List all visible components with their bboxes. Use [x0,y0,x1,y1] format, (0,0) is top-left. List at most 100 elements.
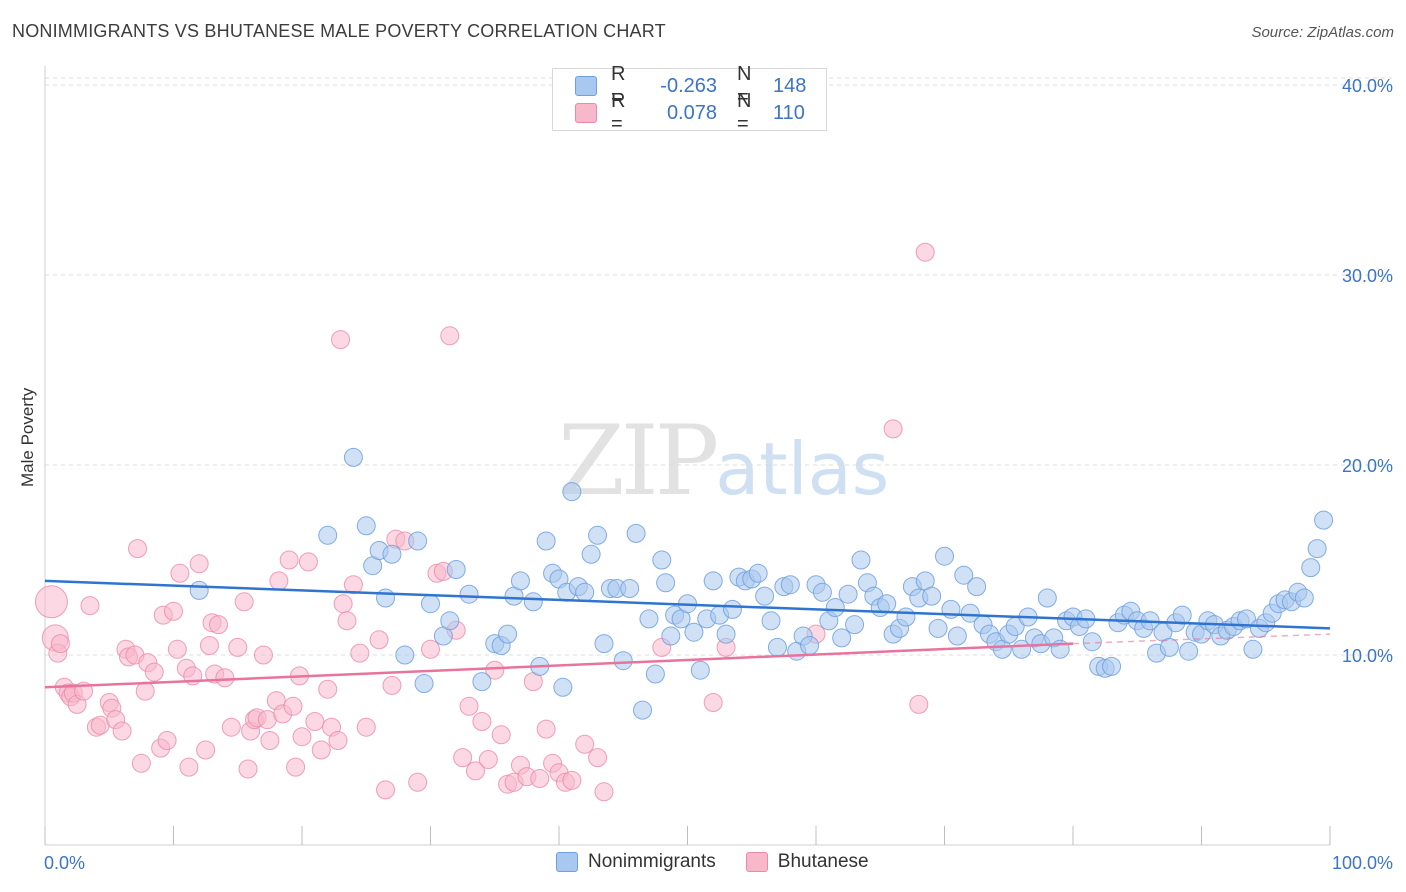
bhutanese-point [333,594,353,614]
bhutanese-point [382,675,402,695]
bhutanese-point [485,660,505,680]
nonimmigrants-point [626,523,646,543]
nonimmigrants-point [459,584,479,604]
watermark-zip: ZIP [558,405,719,517]
legend-row-nonimmigrants: R = -0.263 N = 148 [575,63,806,108]
bhutanese-point [530,769,550,788]
nonimmigrants-point [656,573,676,593]
nonimmigrants-point [652,550,672,570]
nonimmigrants-point [594,634,614,654]
legend-item-bhutanese[interactable]: Bhutanese [745,851,869,873]
bhutanese-point [343,575,363,595]
nonimmigrants-point [1082,632,1102,652]
bhutanese-point [221,717,241,737]
bhutanese-point [50,634,70,654]
nonimmigrants-point [1301,558,1321,578]
nonimmigrants-point [440,611,460,631]
legend-swatch-pink [575,103,597,123]
bhutanese-point [298,552,318,572]
nonimmigrants-point [1159,637,1179,657]
bhutanese-point [478,750,498,769]
nonimmigrants-point [588,525,608,545]
legend-swatch-blue [575,76,597,96]
bhutanese-point [286,757,306,777]
legend-label: Bhutanese [777,851,869,872]
bhutanese-point [575,734,595,754]
bhutanese-point [292,727,312,747]
nonimmigrants-point [613,651,633,671]
legend-item-nonimmigrants[interactable]: Nonimmigrants [556,851,716,873]
nonimmigrants-point [318,525,338,545]
bhutanese-point [215,668,235,688]
bhutanese-point [167,639,187,659]
bhutanese-point [196,740,216,760]
nonimmigrants-point [189,580,209,600]
nonimmigrants-point [800,636,820,655]
nonimmigrants-point [845,615,865,635]
nonimmigrants-point [877,594,897,614]
bhutanese-point [337,611,357,631]
bhutanese-point [305,712,325,731]
bhutanese-point [128,539,148,559]
r-label: R = [611,63,626,108]
bhutanese-point [594,782,614,802]
legend-swatch-pink [745,852,768,872]
nonimmigrants-point [838,584,858,604]
nonimmigrants-point [382,544,402,564]
bhutanese-point [34,585,68,619]
nonimmigrants-point [761,611,781,631]
nonimmigrants-point [510,571,530,591]
bhutanese-point [883,419,903,439]
bhutanese-point [915,242,935,262]
nonimmigrants-point [1307,539,1327,559]
nonimmigrants-point [395,645,415,665]
bhutanese-point [238,759,258,779]
bhutanese-trend-line [44,642,1074,689]
bhutanese-point [459,696,479,716]
nonimmigrants-point [1037,588,1057,608]
bhutanese-point [279,550,299,570]
bhutanese-point [135,681,155,701]
n-value: 110 [773,101,805,124]
bhutanese-point [421,639,440,659]
y-tick-label: 30.0% [1342,266,1393,286]
n-label: N = [737,90,752,135]
nonimmigrants-point [639,609,659,629]
bhutanese-point [189,554,209,574]
bhutanese-point [157,731,177,750]
bhutanese-point [562,770,582,790]
bhutanese-point [465,761,485,781]
nonimmigrants-point [498,624,518,644]
n-label: N = [737,63,752,108]
nonimmigrants-point [1236,609,1256,629]
nonimmigrants-point [581,544,601,564]
nonimmigrants-point [947,626,967,646]
nonimmigrants-point [935,546,954,566]
nonimmigrants-point [922,586,942,606]
bhutanese-trend-extension [1072,633,1331,645]
nonimmigrants-point [523,592,543,612]
series-legend: Nonimmigrants Bhutanese [556,851,899,873]
nonimmigrants-point [376,588,396,608]
nonimmigrants-point [553,677,573,697]
nonimmigrants-point [928,618,948,638]
x-tick-label: 0.0% [44,853,85,873]
bhutanese-point [164,601,183,621]
nonimmigrants-point [767,637,787,657]
r-label: R = [611,90,626,135]
nonimmigrants-point [690,660,710,680]
bhutanese-point [703,693,723,712]
bhutanese-point [228,637,248,657]
bhutanese-point [491,725,511,745]
bhutanese-point [234,592,254,612]
nonimmigrants-point [446,560,466,579]
nonimmigrants-point [1172,605,1192,625]
nonimmigrants-point [620,579,640,598]
bhutanese-point [369,630,389,650]
bhutanese-point [269,571,289,591]
nonimmigrants-point [562,482,582,502]
bhutanese-point [909,694,929,714]
nonimmigrants-point [722,599,742,619]
bhutanese-point [536,719,556,739]
bhutanese-point [131,753,151,773]
